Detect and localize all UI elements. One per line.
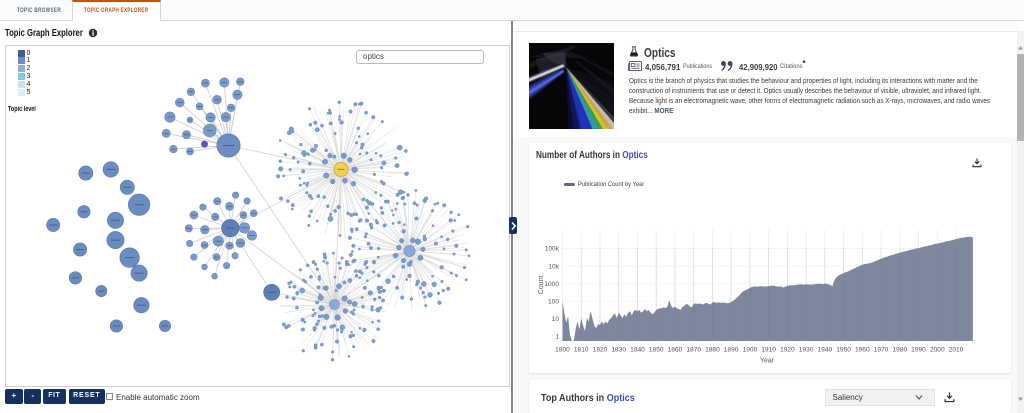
svg-text:1880: 1880 <box>705 347 720 354</box>
svg-text:1810: 1810 <box>574 347 589 354</box>
svg-text:1990: 1990 <box>911 347 926 354</box>
svg-text:2000: 2000 <box>930 347 945 354</box>
svg-text:1820: 1820 <box>593 347 608 354</box>
svg-text:2010: 2010 <box>949 347 964 354</box>
svg-text:1920: 1920 <box>780 347 795 354</box>
svg-text:1980: 1980 <box>892 347 907 354</box>
svg-text:100: 100 <box>548 298 559 305</box>
svg-text:Count: Count <box>538 276 545 295</box>
svg-text:1930: 1930 <box>799 347 814 354</box>
svg-text:100k: 100k <box>545 246 560 253</box>
svg-text:1970: 1970 <box>874 347 889 354</box>
svg-text:1830: 1830 <box>611 347 626 354</box>
svg-text:10k: 10k <box>548 263 559 270</box>
svg-text:10: 10 <box>552 316 560 323</box>
svg-text:1: 1 <box>555 334 559 341</box>
svg-text:1840: 1840 <box>630 347 645 354</box>
svg-text:1850: 1850 <box>649 347 664 354</box>
svg-text:1900: 1900 <box>743 347 758 354</box>
svg-text:1910: 1910 <box>761 347 776 354</box>
svg-text:1870: 1870 <box>686 347 701 354</box>
svg-text:1940: 1940 <box>817 347 832 354</box>
svg-text:Year: Year <box>760 358 775 365</box>
svg-text:1960: 1960 <box>855 347 870 354</box>
svg-text:1000: 1000 <box>544 281 559 288</box>
svg-text:1800: 1800 <box>555 347 570 354</box>
svg-text:1950: 1950 <box>836 347 851 354</box>
svg-text:1890: 1890 <box>724 347 739 354</box>
svg-text:1860: 1860 <box>668 347 683 354</box>
